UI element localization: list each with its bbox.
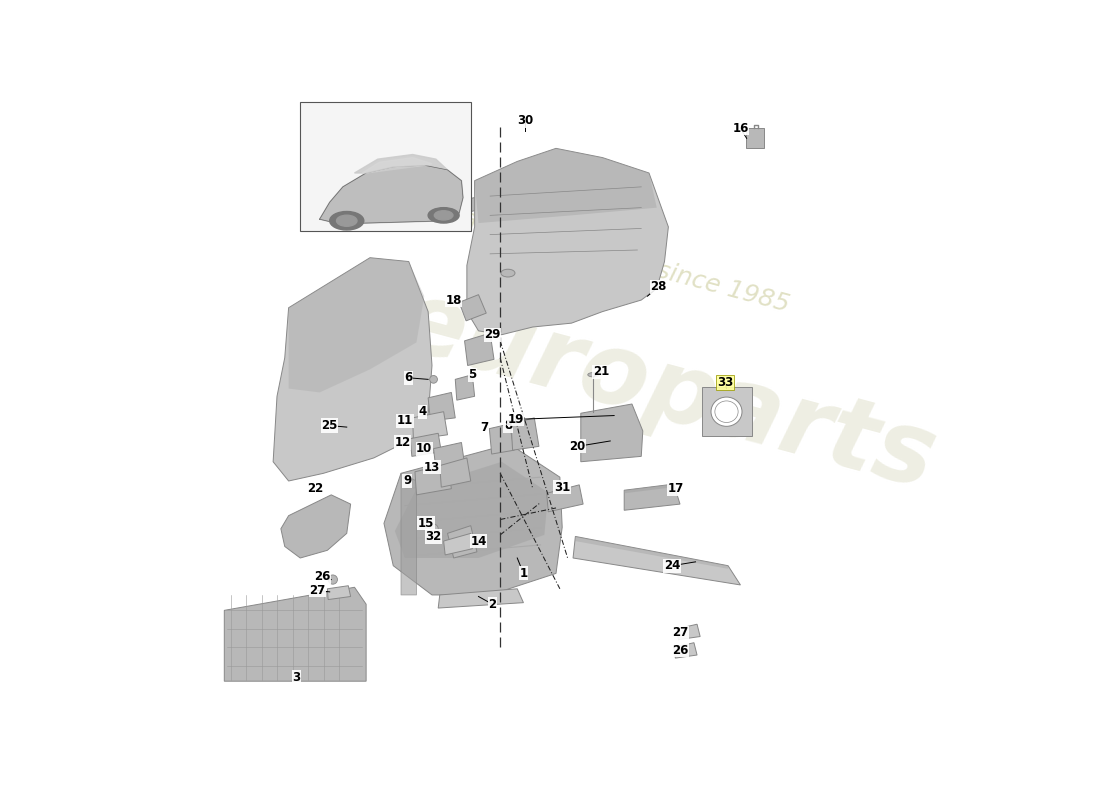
Text: 27: 27 <box>672 626 689 639</box>
Text: 20: 20 <box>570 440 586 453</box>
Polygon shape <box>320 166 463 224</box>
Polygon shape <box>410 434 441 456</box>
Text: 4: 4 <box>419 405 427 418</box>
Text: 8: 8 <box>504 419 513 432</box>
Polygon shape <box>280 495 351 558</box>
Polygon shape <box>415 464 451 495</box>
Polygon shape <box>455 374 474 400</box>
Text: europarts: europarts <box>386 274 946 510</box>
Ellipse shape <box>500 270 515 277</box>
Text: 33: 33 <box>717 376 733 389</box>
Polygon shape <box>624 484 674 494</box>
Text: 30: 30 <box>517 114 534 127</box>
Text: 1: 1 <box>519 567 528 580</box>
Polygon shape <box>402 474 417 595</box>
Text: 7: 7 <box>481 421 488 434</box>
Polygon shape <box>288 258 425 393</box>
Polygon shape <box>448 526 477 558</box>
Text: 12: 12 <box>395 436 410 449</box>
Text: 29: 29 <box>484 328 500 341</box>
Polygon shape <box>412 412 448 439</box>
Polygon shape <box>224 587 366 682</box>
Text: 17: 17 <box>668 482 684 495</box>
Polygon shape <box>384 444 562 595</box>
Text: a passion for parts since 1985: a passion for parts since 1985 <box>421 196 792 317</box>
Ellipse shape <box>430 375 438 383</box>
Text: 28: 28 <box>650 281 667 294</box>
Polygon shape <box>362 158 432 173</box>
Polygon shape <box>466 148 669 334</box>
Text: 6: 6 <box>405 371 412 384</box>
Polygon shape <box>676 624 700 640</box>
Text: 19: 19 <box>507 413 524 426</box>
Text: 32: 32 <box>426 530 442 543</box>
Ellipse shape <box>429 524 438 534</box>
Ellipse shape <box>428 208 459 223</box>
Text: 31: 31 <box>554 481 570 494</box>
Text: 5: 5 <box>469 368 476 382</box>
Polygon shape <box>443 534 472 555</box>
Ellipse shape <box>711 397 742 426</box>
Text: 3: 3 <box>293 671 300 684</box>
Text: 14: 14 <box>471 534 486 547</box>
Polygon shape <box>328 586 351 599</box>
Text: 27: 27 <box>309 584 326 597</box>
Text: 9: 9 <box>403 474 411 487</box>
Polygon shape <box>420 191 661 225</box>
Text: 11: 11 <box>397 414 412 427</box>
Polygon shape <box>512 418 539 450</box>
Polygon shape <box>395 462 548 558</box>
Polygon shape <box>440 458 471 487</box>
Ellipse shape <box>337 215 358 226</box>
Polygon shape <box>354 154 448 173</box>
Polygon shape <box>702 387 752 436</box>
Polygon shape <box>624 484 680 510</box>
Text: 25: 25 <box>321 419 338 432</box>
Polygon shape <box>746 128 763 148</box>
Text: 26: 26 <box>672 644 689 657</box>
Text: 22: 22 <box>308 482 323 495</box>
Polygon shape <box>573 537 740 585</box>
Polygon shape <box>581 404 642 462</box>
Text: 15: 15 <box>418 517 434 530</box>
Polygon shape <box>674 642 697 658</box>
Text: 2: 2 <box>488 598 496 610</box>
Text: 26: 26 <box>314 570 330 583</box>
Polygon shape <box>547 485 583 512</box>
Ellipse shape <box>587 373 598 377</box>
Text: 24: 24 <box>664 559 681 572</box>
Polygon shape <box>273 258 432 481</box>
Text: 13: 13 <box>424 461 440 474</box>
Text: 18: 18 <box>446 294 462 306</box>
Polygon shape <box>438 589 524 608</box>
Polygon shape <box>575 537 728 569</box>
Ellipse shape <box>330 211 364 230</box>
Ellipse shape <box>434 210 453 220</box>
Bar <box>300 102 471 230</box>
Polygon shape <box>428 393 455 421</box>
Polygon shape <box>459 294 486 321</box>
Ellipse shape <box>328 575 338 584</box>
Polygon shape <box>474 148 657 223</box>
Polygon shape <box>490 424 514 454</box>
Polygon shape <box>464 333 494 366</box>
Text: 21: 21 <box>593 365 609 378</box>
Text: 10: 10 <box>416 442 432 455</box>
Polygon shape <box>433 442 464 469</box>
Text: 16: 16 <box>733 122 749 135</box>
